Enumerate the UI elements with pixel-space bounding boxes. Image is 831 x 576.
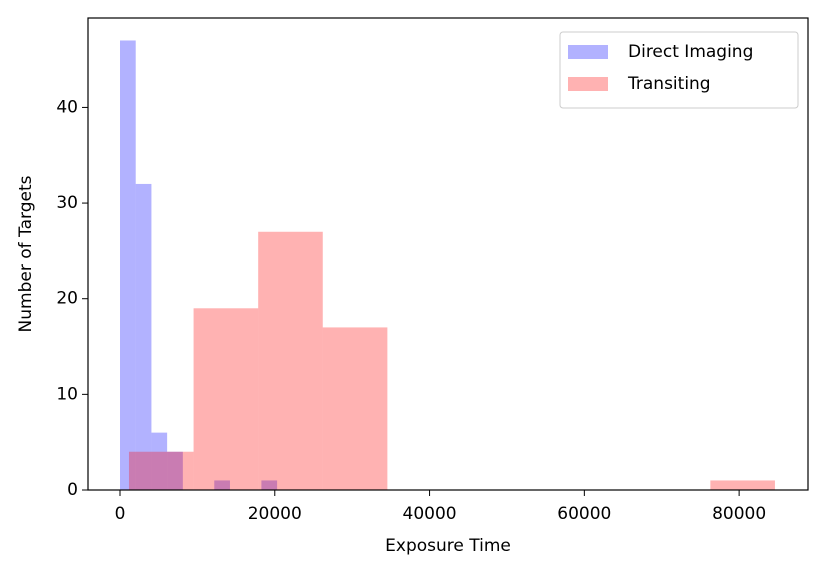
bar xyxy=(151,432,168,490)
x-tick-label: 0 xyxy=(115,504,126,524)
y-tick-label: 0 xyxy=(67,480,78,500)
bar xyxy=(710,480,775,490)
legend-swatch xyxy=(568,45,608,59)
bar xyxy=(214,480,230,490)
x-axis-label: Exposure Time xyxy=(385,536,511,556)
bar xyxy=(128,451,194,490)
y-tick-label: 20 xyxy=(56,289,78,309)
bar xyxy=(322,327,388,490)
x-tick-label: 80000 xyxy=(712,504,766,524)
legend-swatch xyxy=(568,77,608,91)
y-axis-label: Number of Targets xyxy=(16,175,36,332)
x-tick-label: 60000 xyxy=(557,504,611,524)
bar xyxy=(167,451,183,490)
legend xyxy=(559,31,799,109)
bar xyxy=(258,231,323,490)
bar xyxy=(135,183,152,491)
y-tick-label: 30 xyxy=(56,193,78,213)
y-tick-label: 10 xyxy=(56,384,78,404)
legend-label: Transiting xyxy=(627,74,711,94)
bar xyxy=(193,308,259,490)
y-tick-label: 40 xyxy=(56,97,78,117)
plot-frame xyxy=(87,17,809,491)
x-tick-label: 40000 xyxy=(403,504,457,524)
bar xyxy=(120,40,136,490)
legend-label: Direct Imaging xyxy=(628,42,753,62)
x-tick-label: 20000 xyxy=(248,504,302,524)
bar xyxy=(261,480,278,490)
